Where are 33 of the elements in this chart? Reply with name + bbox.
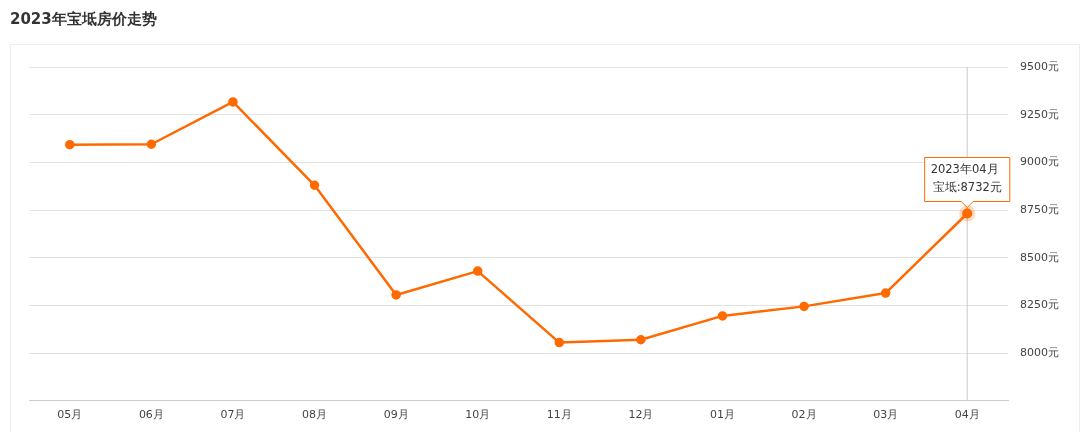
x-tick-label: 02月	[791, 408, 817, 422]
y-tick-label: 9250元	[1020, 107, 1060, 121]
point	[391, 290, 401, 300]
x-tick-label: 06月	[138, 408, 164, 422]
point	[799, 301, 809, 312]
annotation: 宝坻:8732元	[932, 180, 1002, 195]
point	[146, 139, 157, 149]
point	[717, 311, 728, 321]
y-tick-label: 9500元	[1020, 59, 1060, 73]
x-tick-label: 05月	[57, 408, 83, 422]
x-tick-label: 07月	[220, 408, 246, 422]
x-tick-label: 01月	[709, 408, 735, 422]
x-tick-label: 12月	[628, 408, 654, 422]
y-tick-label: 8750元	[1020, 202, 1060, 216]
x-tick-label: 09月	[383, 408, 409, 422]
y-tick-label: 9000元	[1020, 155, 1060, 169]
x-tick-label: 11月	[546, 408, 572, 422]
annotation: 2023年04月	[930, 162, 999, 177]
point	[228, 97, 238, 107]
x-tick-label: 04月	[954, 408, 980, 422]
y-tick-label: 8500元	[1020, 250, 1060, 264]
point	[554, 337, 565, 348]
point	[65, 139, 75, 150]
point	[636, 335, 646, 345]
y-tick-label: 8000元	[1020, 345, 1060, 359]
chart-title: 2023年宝坻房价走势	[10, 10, 157, 29]
x-tick-label: 10月	[465, 408, 491, 422]
point	[472, 266, 483, 276]
y-tick-label: 8250元	[1020, 298, 1060, 312]
x-tick-label: 03月	[873, 408, 899, 422]
x-tick-label: 08月	[302, 408, 328, 422]
point	[309, 180, 320, 191]
point	[880, 288, 891, 298]
